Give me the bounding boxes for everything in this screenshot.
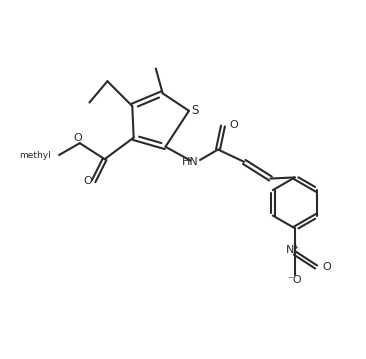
Text: N⁺: N⁺ bbox=[286, 246, 300, 255]
Text: O: O bbox=[73, 132, 82, 143]
Text: S: S bbox=[191, 104, 199, 117]
Text: HN: HN bbox=[182, 157, 199, 167]
Text: ⁻O: ⁻O bbox=[288, 275, 302, 285]
Text: methyl: methyl bbox=[19, 150, 51, 159]
Text: O: O bbox=[322, 262, 331, 272]
Text: O: O bbox=[229, 120, 238, 130]
Text: O: O bbox=[83, 176, 92, 186]
